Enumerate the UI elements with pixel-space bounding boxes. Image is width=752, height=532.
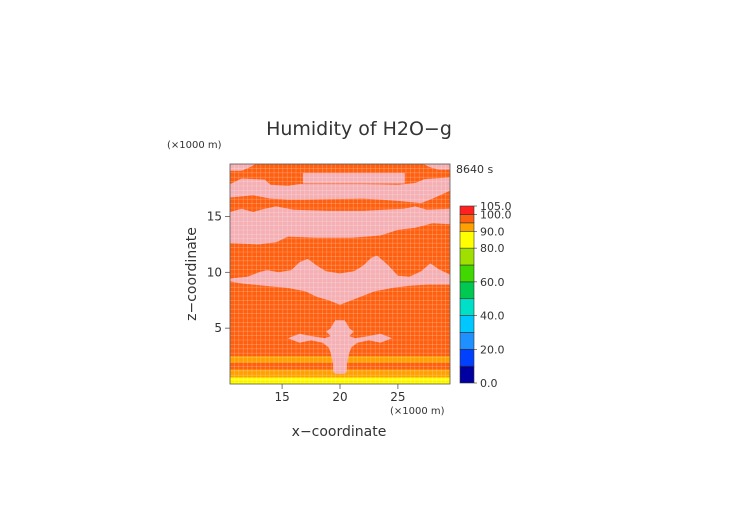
colorbar bbox=[459, 205, 475, 384]
colorbar-tick-label: 20.0 bbox=[480, 343, 505, 356]
colorbar-segment-6 bbox=[459, 264, 475, 283]
humidity-band-1 bbox=[230, 377, 450, 382]
colorbar-tick-label: 100.0 bbox=[480, 208, 512, 221]
colorbar-tick-label: 0.0 bbox=[480, 377, 498, 390]
humidity-band-0 bbox=[230, 381, 450, 384]
saturated-region-5 bbox=[230, 255, 450, 305]
colorbar-tick-label: 40.0 bbox=[480, 310, 505, 323]
saturated-region-0 bbox=[230, 177, 450, 204]
colorbar-tick-label: 60.0 bbox=[480, 276, 505, 289]
colorbar-segment-9 bbox=[459, 222, 475, 232]
time-label: 8640 s bbox=[456, 163, 493, 176]
saturated-region-2 bbox=[302, 172, 405, 184]
colorbar-segment-11 bbox=[459, 205, 475, 215]
x-tick-label: 20 bbox=[332, 390, 347, 404]
colorbar-segment-0 bbox=[459, 365, 475, 384]
x-tick-label: 15 bbox=[274, 390, 289, 404]
colorbar-tick-label: 80.0 bbox=[480, 242, 505, 255]
y-tick-label: 5 bbox=[214, 321, 222, 335]
colorbar-tick-label: 105.0 bbox=[480, 200, 512, 213]
colorbar-segment-4 bbox=[459, 298, 475, 316]
colorbar-segment-7 bbox=[459, 247, 475, 266]
y-tick-label: 15 bbox=[207, 209, 222, 223]
saturated-region-1 bbox=[230, 206, 450, 245]
colorbar-segment-1 bbox=[459, 348, 475, 367]
y-tick-label: 10 bbox=[207, 265, 222, 279]
colorbar-segment-5 bbox=[459, 281, 475, 300]
colorbar-segment-3 bbox=[459, 315, 475, 333]
saturated-regions bbox=[230, 164, 450, 374]
x-tick-label: 25 bbox=[390, 390, 405, 404]
x-axis-ticks: 15 20 25 bbox=[274, 384, 406, 404]
y-axis-ticks: 5 10 15 bbox=[207, 209, 230, 335]
colorbar-segment-2 bbox=[459, 332, 475, 350]
saturated-region-6 bbox=[287, 320, 393, 374]
colorbar-segment-10 bbox=[459, 214, 475, 224]
saturated-region-3 bbox=[230, 164, 256, 171]
chart-title: Humidity of H2O−g bbox=[266, 118, 452, 140]
y-axis-label: z−coordinate bbox=[184, 227, 200, 321]
plot-area bbox=[229, 163, 451, 385]
plot-grid bbox=[230, 164, 450, 384]
colorbar-tick-label: 90.0 bbox=[480, 225, 505, 238]
x-axis-label: x−coordinate bbox=[292, 424, 387, 440]
y-unit-label: (×1000 m) bbox=[167, 140, 222, 151]
x-unit-label: (×1000 m) bbox=[390, 406, 445, 417]
colorbar-segment-8 bbox=[459, 230, 475, 249]
saturated-region-4 bbox=[423, 164, 450, 170]
